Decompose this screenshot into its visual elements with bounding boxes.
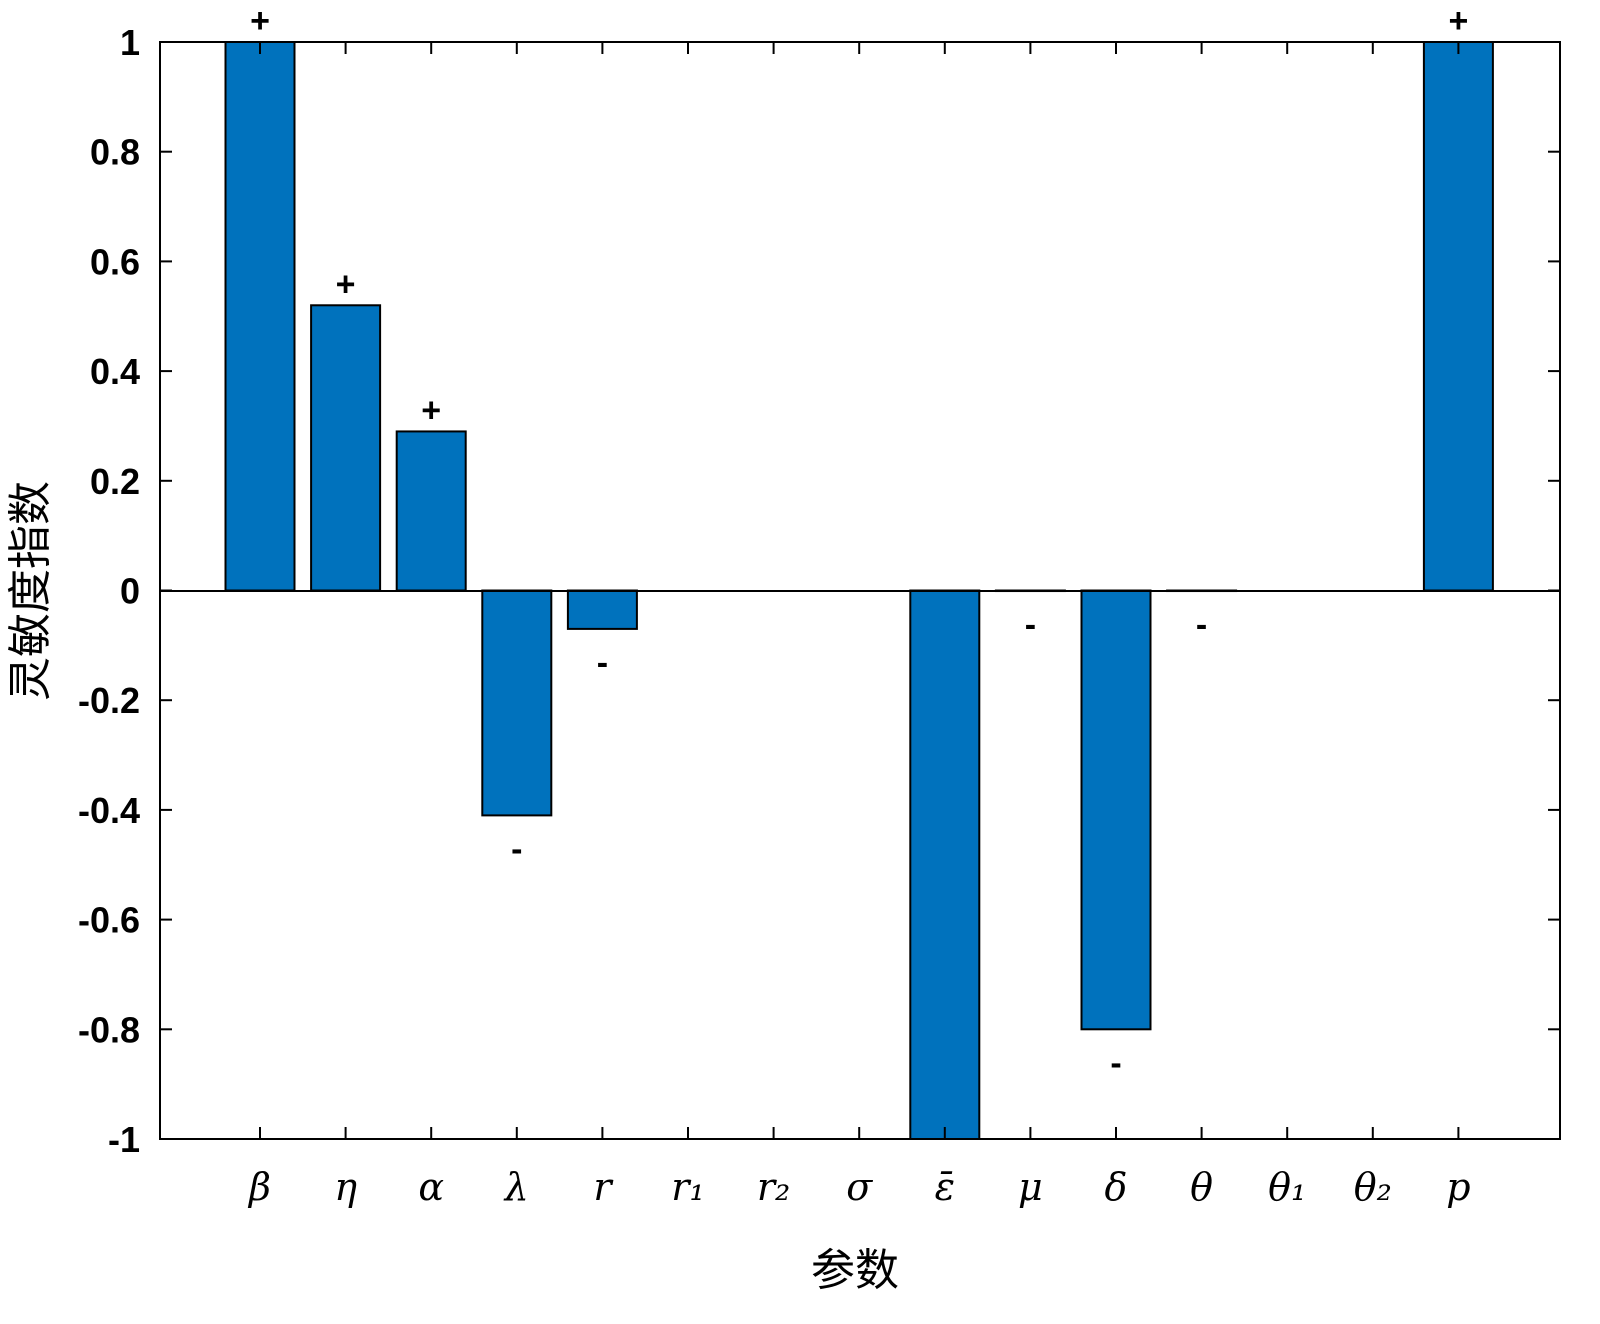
y-tick-label: -0.6: [78, 900, 140, 941]
x-tick-label: α: [418, 1165, 444, 1209]
y-axis-label: 灵敏度指数: [5, 481, 56, 701]
y-tick-label: -1: [108, 1119, 140, 1160]
x-tick-label: θ: [1190, 1165, 1213, 1209]
x-tick-label: δ: [1105, 1165, 1128, 1209]
x-axis-label: 参数: [811, 1245, 899, 1296]
x-tick-label: η: [334, 1165, 357, 1209]
y-tick-label: -0.2: [78, 680, 140, 721]
x-tick-label: θ₁: [1268, 1165, 1306, 1209]
bar-0: [224, 41, 296, 592]
x-tick-label: μ: [1018, 1165, 1043, 1209]
sign-label: -: [1025, 606, 1036, 644]
sign-label: +: [1448, 2, 1468, 40]
x-tick-label: r₂: [757, 1165, 790, 1209]
sign-label: +: [421, 391, 441, 429]
x-tick-label: r: [593, 1165, 614, 1209]
bar-3: [481, 589, 553, 817]
y-tick-label: 1: [120, 22, 140, 63]
bar-1: [310, 304, 382, 592]
bar-10: [1080, 589, 1152, 1031]
x-tick-label: p: [1446, 1165, 1470, 1209]
x-tick-label: θ₂: [1354, 1165, 1392, 1209]
bar-14: [1422, 41, 1494, 592]
x-tick-label: β: [247, 1165, 271, 1209]
y-tick-label: 0.2: [90, 461, 140, 502]
y-tick-label: 0: [120, 571, 140, 612]
bar-2: [395, 430, 467, 592]
x-tick-label: r₁: [671, 1165, 704, 1209]
y-tick-label: 0.8: [90, 132, 140, 173]
y-tick-label: 0.6: [90, 241, 140, 282]
sign-label: +: [250, 2, 270, 40]
sign-label: -: [511, 830, 522, 868]
sign-label: -: [597, 644, 608, 682]
bar-8: [909, 589, 981, 1140]
y-tick-label: -0.8: [78, 1009, 140, 1050]
x-tick-label: ε̄: [935, 1165, 955, 1209]
x-tick-label: λ: [503, 1165, 529, 1209]
sign-label: +: [336, 265, 356, 303]
bar-4: [566, 589, 638, 630]
x-tick-label: σ: [846, 1165, 873, 1209]
sign-label: -: [1110, 1044, 1121, 1082]
y-tick-label: 0.4: [90, 351, 140, 392]
sign-label: -: [1196, 606, 1207, 644]
y-tick-label: -0.4: [78, 790, 140, 831]
